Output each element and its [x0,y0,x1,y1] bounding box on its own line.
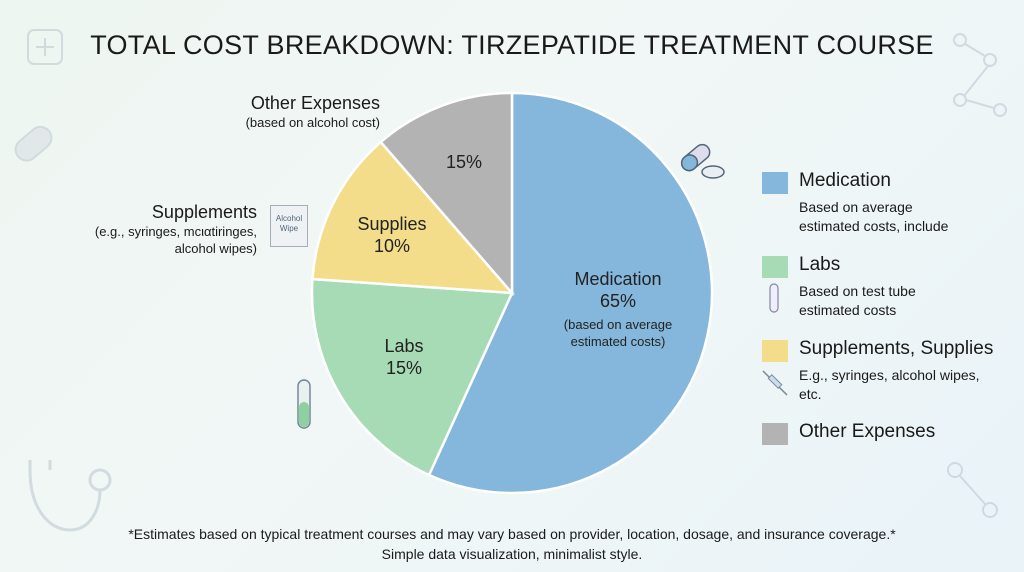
pills-icon [680,143,725,179]
callout-sub: alcohol wipes) [174,241,257,256]
molecule-icon [953,33,1007,117]
slice-value-label: 15% [446,152,482,172]
legend-desc: E.g., syringes, alcohol wipes, etc. [799,367,980,402]
legend-desc: Based on average estimated costs, include [799,199,949,234]
slice-value-label: 10% [374,236,410,256]
slice-name-label: Supplies [357,214,426,234]
slice-value-label: 65% [600,291,636,311]
slice-value-label: 15% [386,358,422,378]
slice-name-label: Labs [384,336,423,356]
legend-swatch [762,423,788,445]
footer-note: *Estimates based on typical treatment co… [0,524,1024,564]
pie-slice-labs [310,277,514,477]
legend-swatch [762,256,788,278]
slice-note-label: (based on average [564,317,672,332]
legend-title: Medication [799,170,891,191]
chart-title: TOTAL COST BREAKDOWN: TIRZEPATIDE TREATM… [90,30,934,60]
callout-sub: (e.g., syringes, mcιαtiringes, [94,224,257,239]
legend-title: Labs [799,254,841,275]
legend-swatch [762,172,788,194]
legend-swatch [762,340,788,362]
syringe-icon [762,370,788,396]
pill-icon [14,125,53,162]
molecule-icon-bottom [947,462,998,518]
pie-slice-supplies [311,140,515,295]
wipe-label: Wipe [279,224,299,233]
wipe-label: Alcohol [275,214,303,223]
slice-note-label: estimated costs) [571,334,666,349]
callout-sub: (based on alcohol cost) [245,115,380,130]
test-tube-small-icon [769,283,779,313]
slice-name-label: Medication [574,269,661,289]
stethoscope-icon [28,460,112,532]
test-tube-icon [297,379,311,429]
first-aid-kit-icon [27,29,63,65]
legend-title: Other Expenses [799,421,936,442]
pie-slice-medication [427,91,714,495]
footer-disclaimer: *Estimates based on typical treatment co… [128,526,896,542]
callout-supplements: Supplements (e.g., syringes, mcιαtiringe… [95,202,257,257]
alcohol-wipe-icon: Alcohol Wipe [270,205,308,247]
pie-slice-other-expenses [379,91,514,297]
callout-title: Other Expenses [250,93,380,113]
footer-caption: Simple data visualization, minimalist st… [381,546,643,562]
legend-title: Supplements, Supplies [799,338,994,359]
legend-desc: Based on test tube estimated costs [799,283,916,318]
callout-other-expenses: Other Expenses (based on alcohol cost) [246,93,380,131]
callout-title: Supplements [151,202,257,222]
